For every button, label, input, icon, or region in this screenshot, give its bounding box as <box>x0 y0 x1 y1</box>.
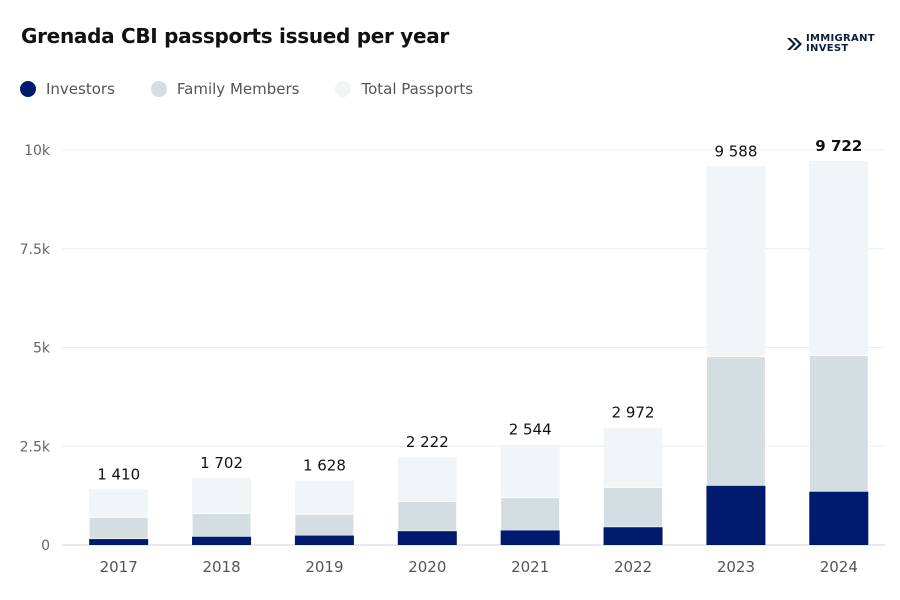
bar-family <box>397 501 458 532</box>
y-tick-label: 5k <box>33 341 51 357</box>
logo-line2: INVEST <box>806 43 849 54</box>
x-tick-label: 2017 <box>100 558 138 576</box>
data-label: 9 722 <box>815 137 862 155</box>
legend-label: Investors <box>46 80 115 98</box>
data-label: 2 544 <box>509 421 552 439</box>
y-tick-label: 2.5k <box>20 439 51 455</box>
logo-line1: IMMIGRANT <box>806 33 875 44</box>
data-label: 1 702 <box>200 454 243 472</box>
bar-family <box>705 356 766 487</box>
x-tick-label: 2019 <box>305 558 343 576</box>
bar-family <box>191 512 252 538</box>
chart-title: Grenada CBI passports issued per year <box>21 24 449 48</box>
bar-investors <box>192 536 252 545</box>
logo-chevron-icon <box>787 38 802 50</box>
legend-swatch <box>150 81 167 97</box>
legend-swatch <box>335 81 352 97</box>
bar-investors <box>397 531 457 545</box>
logo: IMMIGRANT INVEST <box>786 34 875 54</box>
legend-label: Family Members <box>176 80 300 98</box>
data-label: 2 222 <box>406 433 449 451</box>
bar-investors <box>294 535 354 545</box>
x-tick-label: 2018 <box>202 558 240 576</box>
bar-family <box>808 354 869 493</box>
y-tick-label: 0 <box>41 538 50 554</box>
bar-investors <box>603 527 663 545</box>
bar-investors <box>500 530 560 545</box>
bar-investors <box>706 485 766 545</box>
x-tick-label: 2021 <box>511 558 549 576</box>
x-tick-label: 2023 <box>717 558 755 576</box>
x-tick-label: 2020 <box>408 558 446 576</box>
x-tick-label: 2024 <box>820 558 858 576</box>
legend-label: Total Passports <box>361 80 474 98</box>
bar-family <box>500 497 561 531</box>
legend: Investors Family Members Total Passports <box>20 80 473 98</box>
legend-total[interactable]: Total Passports <box>335 80 473 98</box>
y-tick-label: 10k <box>24 143 51 159</box>
x-tick-label: 2022 <box>614 558 652 576</box>
legend-investors[interactable]: Investors <box>20 80 115 98</box>
bar-family <box>603 486 664 528</box>
bar-investors <box>89 539 149 545</box>
bar-family <box>294 513 355 537</box>
data-label: 9 588 <box>714 142 757 160</box>
data-label: 1 410 <box>97 465 140 483</box>
legend-swatch <box>20 81 36 97</box>
y-tick-label: 7.5k <box>20 242 51 258</box>
data-label: 2 972 <box>612 404 655 422</box>
bar-investors <box>809 491 869 545</box>
legend-family[interactable]: Family Members <box>150 80 300 98</box>
data-label: 1 628 <box>303 457 346 475</box>
bar-family <box>88 516 149 540</box>
